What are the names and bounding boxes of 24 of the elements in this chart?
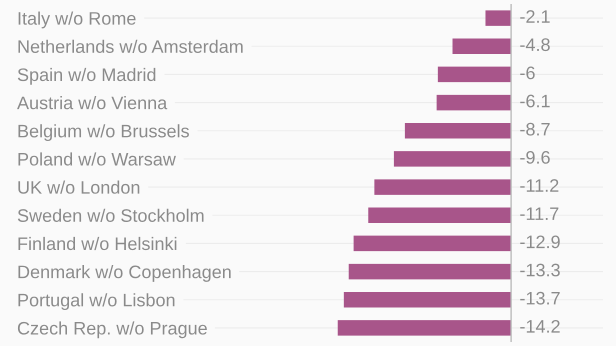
data-label: -13.3 <box>520 264 560 276</box>
data-label: -6 <box>520 66 535 80</box>
y-tick-label: Portugal w/o Lisbon <box>18 293 174 310</box>
y-tick-label: UK w/o London <box>18 180 140 194</box>
y-tick-label: Denmark w/o Copenhagen <box>18 265 231 282</box>
data-label: -11.2 <box>520 179 558 192</box>
data-label: -11.7 <box>520 207 558 220</box>
data-label: -12.9 <box>520 235 560 248</box>
y-tick-label: Netherlands w/o Amsterdam <box>18 40 243 53</box>
data-label: -6.1 <box>520 94 550 108</box>
data-label: -14.2 <box>520 320 560 333</box>
y-tick-label: Sweden w/o Stockholm <box>18 208 204 222</box>
data-label: -13.7 <box>520 292 560 305</box>
y-tick-label: Poland w/o Warsaw <box>18 152 176 166</box>
data-label: -9.6 <box>520 150 550 164</box>
y-tick-label: Finland w/o Helsinki <box>18 236 176 250</box>
data-label: -8.7 <box>520 122 550 136</box>
data-label: -2.1 <box>520 10 550 23</box>
y-tick-label: Czech Rep. w/o Prague <box>18 321 207 338</box>
y-tick-label: Austria w/o Vienna <box>17 96 168 110</box>
y-tick-label: Italy w/o Rome <box>18 12 136 28</box>
data-label: -4.8 <box>520 38 550 52</box>
y-tick-label: Belgium w/o Brussels <box>18 124 189 142</box>
y-tick-label: Spain w/o Madrid <box>18 68 156 85</box>
